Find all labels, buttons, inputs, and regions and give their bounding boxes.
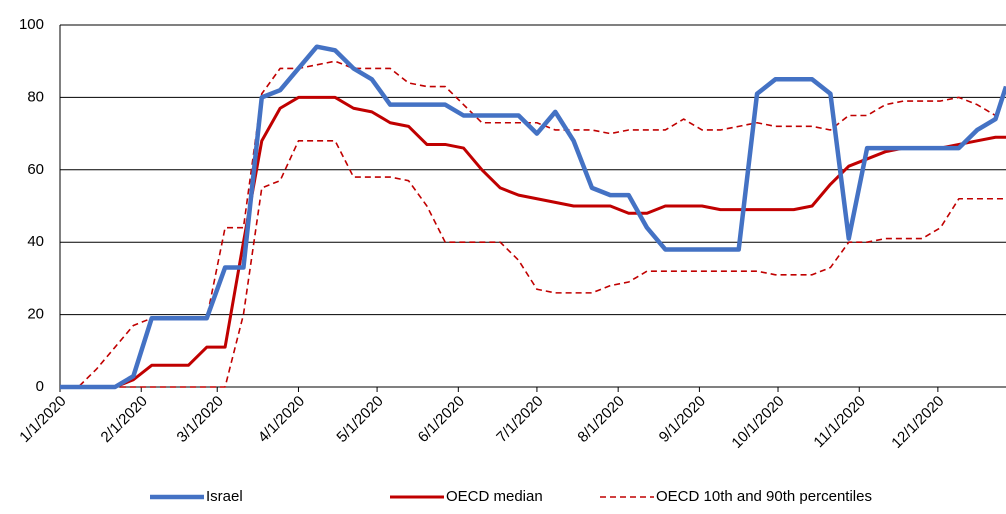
y-tick-label: 0 — [36, 378, 44, 395]
series-line — [60, 140, 1006, 388]
x-tick-label: 11/1/2020 — [810, 393, 868, 451]
series-line — [60, 44, 1006, 390]
y-tick-label: 100 — [19, 16, 44, 33]
x-tick-label: 8/1/2020 — [574, 393, 627, 446]
legend-label: OECD median — [446, 488, 543, 505]
x-tick-label: 12/1/2020 — [888, 393, 947, 452]
series-line — [60, 60, 1006, 388]
x-tick-label: 3/1/2020 — [174, 393, 227, 446]
y-tick-label: 40 — [27, 233, 44, 250]
x-tick-label: 2/1/2020 — [98, 393, 151, 446]
y-tick-label: 80 — [27, 88, 44, 105]
x-tick-label: 10/1/2020 — [728, 393, 787, 452]
x-tick-label: 9/1/2020 — [656, 393, 709, 446]
legend-label: OECD 10th and 90th percentiles — [656, 488, 872, 505]
y-tick-label: 60 — [27, 161, 44, 178]
x-tick-label: 1/1/2020 — [16, 393, 69, 446]
legend-label: Israel — [206, 488, 243, 505]
series-line — [60, 95, 1006, 389]
x-tick-label: 5/1/2020 — [333, 393, 386, 446]
x-tick-label: 4/1/2020 — [255, 393, 308, 446]
x-tick-label: 7/1/2020 — [493, 393, 546, 446]
y-tick-label: 20 — [27, 306, 44, 323]
x-tick-label: 6/1/2020 — [415, 393, 468, 446]
